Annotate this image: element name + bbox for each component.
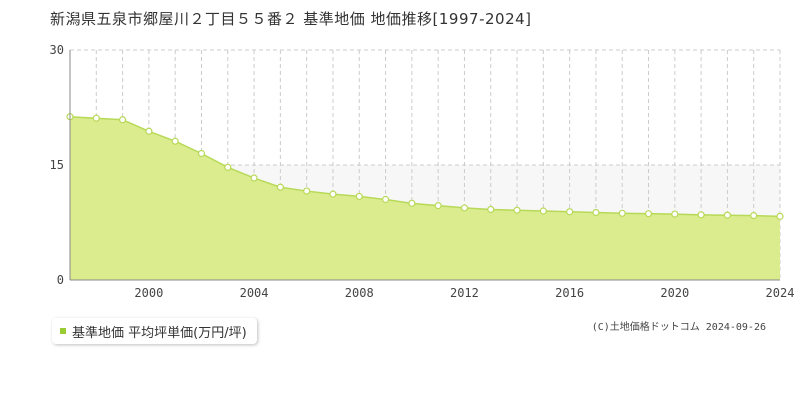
- data-point: [566, 208, 574, 216]
- data-point: [671, 210, 679, 218]
- data-point: [355, 192, 363, 201]
- chart-legend: 基準地価 平均坪単価(万円/坪): [52, 318, 257, 344]
- series-area: [70, 116, 780, 280]
- legend-label: 基準地価 平均坪単価(万円/坪): [72, 325, 247, 341]
- data-point: [776, 212, 784, 220]
- y-tick-label: 30: [50, 43, 64, 57]
- x-tick-label: 2000: [134, 286, 163, 300]
- x-tick-label: 2020: [660, 286, 689, 300]
- legend-swatch: [60, 328, 66, 334]
- data-point: [487, 205, 495, 214]
- data-point: [513, 206, 521, 214]
- x-tick-label: 2016: [555, 286, 584, 300]
- data-point: [381, 195, 390, 204]
- y-tick-label: 15: [50, 158, 64, 172]
- data-point: [118, 116, 127, 124]
- data-point: [697, 211, 705, 219]
- data-point: [644, 210, 653, 218]
- data-point: [197, 149, 206, 158]
- data-point: [145, 127, 153, 135]
- x-tick-label: 2008: [345, 286, 374, 300]
- chart-title: 新潟県五泉市郷屋川２丁目５５番２ 基準地価 地価推移[1997-2024]: [50, 10, 532, 28]
- data-point: [408, 199, 416, 207]
- data-point: [250, 174, 258, 182]
- data-point: [92, 114, 100, 122]
- data-point: [723, 211, 732, 219]
- y-tick-label: 0: [57, 273, 64, 287]
- data-point: [224, 163, 232, 171]
- data-point: [460, 204, 469, 212]
- x-tick-label: 2004: [240, 286, 269, 300]
- series-line: [69, 115, 781, 218]
- x-tick-label: 2024: [766, 286, 795, 300]
- data-point: [303, 187, 311, 195]
- data-point: [592, 208, 600, 217]
- data-point: [171, 137, 179, 145]
- data-point: [329, 190, 337, 198]
- data-point: [434, 202, 442, 210]
- data-point: [276, 183, 284, 191]
- data-point: [539, 207, 547, 215]
- copyright-credit: (C)土地価格ドットコム 2024-09-26: [591, 322, 766, 333]
- data-point: [750, 212, 758, 220]
- x-tick-label: 2012: [450, 286, 479, 300]
- data-point: [618, 209, 626, 217]
